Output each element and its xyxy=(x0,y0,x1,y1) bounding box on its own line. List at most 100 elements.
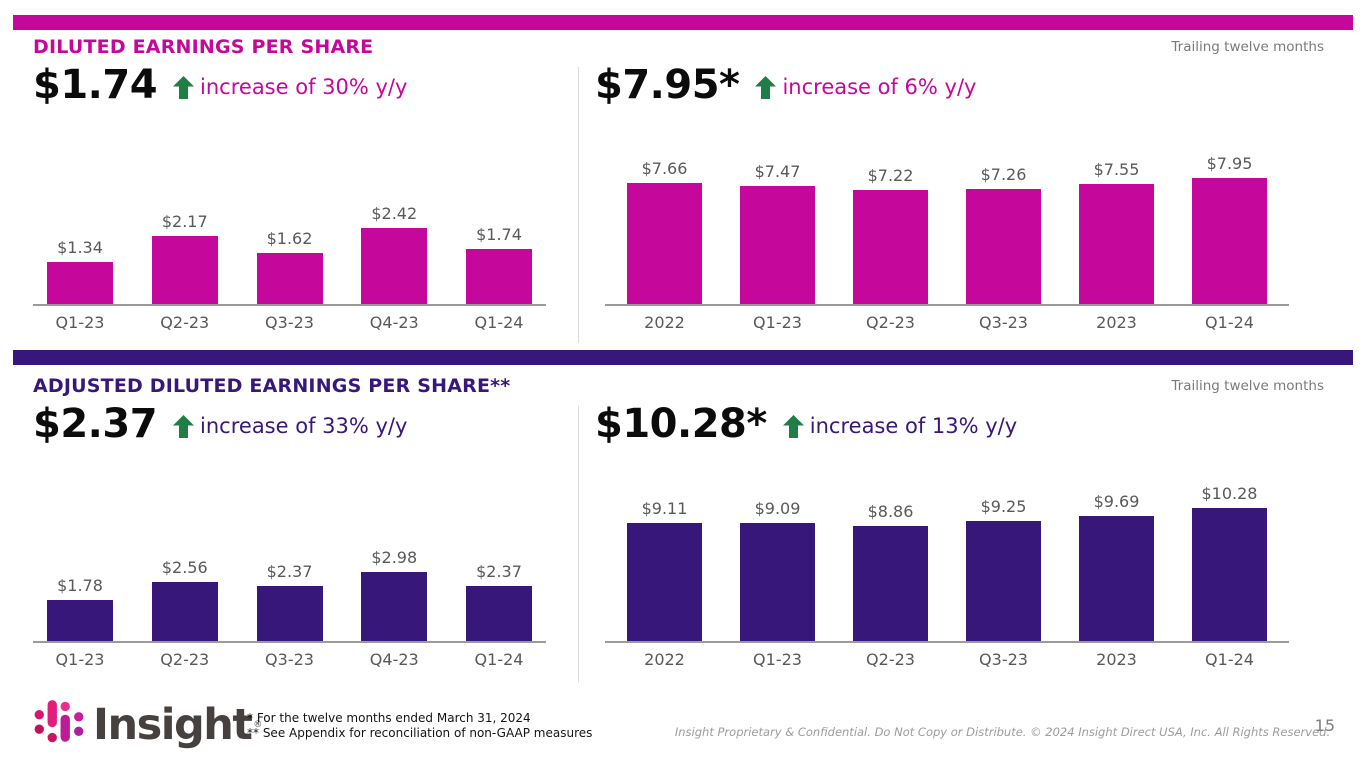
bar-category-label: Q1-23 xyxy=(55,313,105,332)
chart-plot-area: $7.66 $7.47 $7.22 $7.26 $7.55 $7.95 xyxy=(605,140,1289,306)
bar xyxy=(1079,184,1154,304)
bar-cell: $9.11 xyxy=(627,499,702,641)
diluted-eps-quarterly-headline: $1.74 increase of 30% y/y xyxy=(33,62,407,108)
adjusted-eps-quarterly-change: increase of 33% y/y xyxy=(200,414,408,438)
bar-category-label: Q3-23 xyxy=(265,650,314,669)
bar xyxy=(1192,508,1267,641)
copyright-notice: Insight Proprietary & Confidential. Do N… xyxy=(674,725,1331,739)
bar-cell: $2.37 xyxy=(256,562,323,641)
top-section-band xyxy=(13,15,1353,30)
diluted-eps-quarterly-chart: $1.34 $2.17 $1.62 $2.42 $1.74 Q1-23 Q2-23 Q3-2… xyxy=(33,140,546,332)
bar-cell: $7.47 xyxy=(740,162,815,304)
bar-cell: $7.26 xyxy=(966,165,1041,304)
bar-cell: $2.42 xyxy=(361,204,428,304)
adjusted-eps-quarterly-chart: $1.78 $2.56 $2.37 $2.98 $2.37 Q1-23 Q2-23 Q3-2… xyxy=(33,477,546,669)
increase-arrow-icon xyxy=(782,414,804,438)
increase-arrow-icon xyxy=(755,75,777,99)
bar-value-label: $7.26 xyxy=(980,165,1027,184)
bar-value-label: $2.37 xyxy=(476,562,522,581)
bar-category-label: Q4-23 xyxy=(369,313,419,332)
bar-value-label: $10.28 xyxy=(1201,484,1258,503)
bar xyxy=(47,600,113,641)
top-section-title: DILUTED EARNINGS PER SHARE xyxy=(33,36,374,58)
chart-category-axis: Q1-23 Q2-23 Q3-23 Q4-23 Q1-24 xyxy=(33,313,546,332)
increase-arrow-icon xyxy=(173,414,195,438)
bottom-section-band xyxy=(13,350,1353,365)
bar xyxy=(853,190,928,304)
bar-category-label: Q2-23 xyxy=(866,650,915,669)
bar xyxy=(740,186,815,304)
bar-category-label: 2023 xyxy=(1096,650,1137,669)
bar xyxy=(361,572,428,641)
bar-value-label: $2.42 xyxy=(371,204,418,223)
bar-value-label: $8.86 xyxy=(867,502,914,521)
chart-plot-area: $9.11 $9.09 $8.86 $9.25 $9.69 $10.28 xyxy=(605,477,1289,643)
top-charts-divider xyxy=(578,67,579,343)
bottom-section-title: ADJUSTED DILUTED EARNINGS PER SHARE** xyxy=(33,375,511,397)
bar-cell: $7.55 xyxy=(1079,160,1154,304)
bar-cell: $7.22 xyxy=(853,166,928,304)
bar-category-label: Q1-24 xyxy=(474,650,524,669)
bar-cell: $1.34 xyxy=(47,238,113,304)
bar-category-label: Q3-23 xyxy=(265,313,314,332)
bar-category-label: 2022 xyxy=(644,313,685,332)
registered-trademark-symbol: ® xyxy=(253,720,263,730)
bar-category-label: 2022 xyxy=(644,650,685,669)
bottom-charts-divider xyxy=(578,406,579,682)
bar-cell: $2.37 xyxy=(466,562,532,641)
bar-cell: $1.74 xyxy=(466,225,532,304)
insight-logo-icon xyxy=(33,696,85,754)
footnote-ttm: * For the twelve months ended March 31, … xyxy=(247,711,531,725)
chart-category-axis: Q1-23 Q2-23 Q3-23 Q4-23 Q1-24 xyxy=(33,650,546,669)
adjusted-eps-ttm-change: increase of 13% y/y xyxy=(809,414,1018,438)
adjusted-eps-quarterly-value: $2.37 xyxy=(33,401,158,447)
bar xyxy=(627,523,702,641)
insight-logo-wordmark: Insight xyxy=(93,700,253,750)
bar-cell: $9.69 xyxy=(1079,492,1154,641)
bar-category-label: Q3-23 xyxy=(979,313,1028,332)
bar-category-label: Q4-23 xyxy=(369,650,419,669)
adjusted-eps-ttm-headline: $10.28* increase of 13% y/y xyxy=(595,401,1017,447)
bar-cell: $9.09 xyxy=(740,499,815,641)
footnote-non-gaap: ** See Appendix for reconciliation of no… xyxy=(247,726,593,740)
bar-value-label: $7.55 xyxy=(1093,160,1140,179)
diluted-eps-quarterly-value: $1.74 xyxy=(33,62,158,108)
bar xyxy=(151,582,218,641)
bar xyxy=(740,523,815,641)
bar-value-label: $9.69 xyxy=(1093,492,1140,511)
bar xyxy=(151,236,218,304)
bar-cell: $10.28 xyxy=(1192,484,1267,641)
bar-value-label: $9.11 xyxy=(641,499,688,518)
bar-cell: $1.62 xyxy=(256,229,323,304)
bar-value-label: $2.17 xyxy=(161,212,208,231)
bar-cell: $7.95 xyxy=(1192,154,1267,304)
page-number: 15 xyxy=(1314,716,1335,735)
diluted-eps-ttm-value: $7.95* xyxy=(595,62,740,108)
insight-logo: Insight ® xyxy=(33,696,262,754)
bar-value-label: $9.25 xyxy=(980,497,1027,516)
chart-category-axis: 2022 Q1-23 Q2-23 Q3-23 2023 Q1-24 xyxy=(605,313,1289,332)
bar-value-label: $7.95 xyxy=(1206,154,1253,173)
bar xyxy=(966,521,1041,641)
bar-category-label: Q1-24 xyxy=(474,313,524,332)
bar xyxy=(1192,178,1267,304)
bar-value-label: $2.56 xyxy=(161,558,208,577)
bar-value-label: $7.22 xyxy=(867,166,914,185)
bar-category-label: Q2-23 xyxy=(160,313,210,332)
top-trailing-twelve-months-label: Trailing twelve months xyxy=(1171,39,1324,55)
bar-category-label: Q1-23 xyxy=(55,650,105,669)
bar-cell: $7.66 xyxy=(627,159,702,304)
bar xyxy=(361,228,428,304)
diluted-eps-ttm-headline: $7.95* increase of 6% y/y xyxy=(595,62,976,108)
bar-category-label: Q1-23 xyxy=(753,650,802,669)
bar xyxy=(256,253,323,304)
bar xyxy=(627,183,702,304)
footnotes: * For the twelve months ended March 31, … xyxy=(247,711,592,741)
adjusted-eps-quarterly-headline: $2.37 increase of 33% y/y xyxy=(33,401,407,447)
bar-category-label: Q1-24 xyxy=(1205,313,1254,332)
bar-cell: $2.98 xyxy=(361,548,428,641)
adjusted-eps-ttm-chart: $9.11 $9.09 $8.86 $9.25 $9.69 $10.28 2022 Q1-2… xyxy=(605,477,1289,669)
bar xyxy=(256,586,323,641)
bar xyxy=(1079,516,1154,641)
